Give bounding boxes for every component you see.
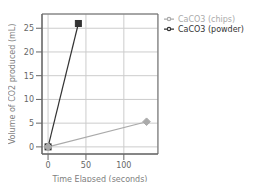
svg-text:0: 0 [46,161,51,170]
svg-text:Volume of CO2 produced (mL): Volume of CO2 produced (mL) [8,24,17,145]
svg-text:10: 10 [24,95,34,104]
svg-text:20: 20 [24,48,34,57]
svg-text:0: 0 [29,143,34,152]
svg-text:100: 100 [116,161,131,170]
svg-text:25: 25 [24,24,34,33]
svg-text:15: 15 [24,72,34,81]
svg-text:Time Elapsed (seconds): Time Elapsed (seconds) [51,175,147,182]
svg-text:50: 50 [81,161,91,170]
svg-text:5: 5 [29,119,34,128]
html-text:CaCO3 (chips): CaCO3 (chips) [177,14,236,24]
html-text:CaCO3 (powder): CaCO3 (powder) [177,24,244,34]
